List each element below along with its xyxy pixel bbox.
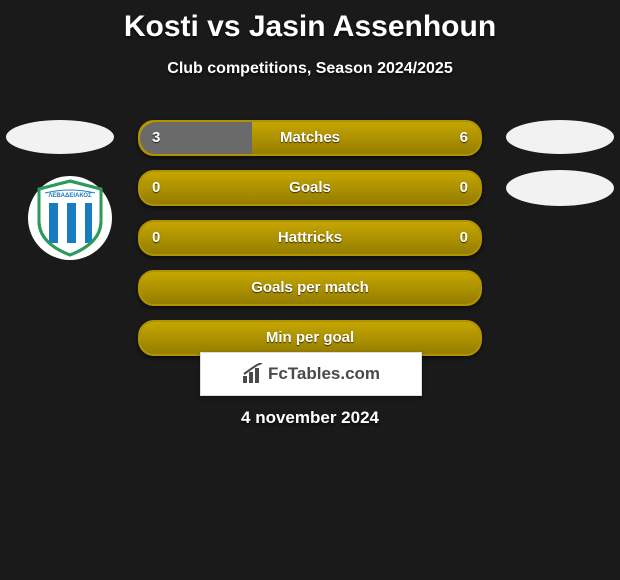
- stat-row-min-per-goal: Min per goal: [138, 320, 482, 356]
- player2-photo-placeholder: [506, 120, 614, 154]
- player1-club-badge: ΛΕΒΑΔΕΙΑΚΟΣ: [28, 176, 112, 260]
- stat-label: Hattricks: [140, 222, 480, 254]
- stat-label: Goals: [140, 172, 480, 204]
- stat-value-right: 6: [448, 122, 480, 154]
- stat-row-matches: Matches3 6: [138, 120, 482, 156]
- page-title: Kosti vs Jasin Assenhoun: [0, 10, 620, 44]
- brand-box[interactable]: FcTables.com: [200, 352, 422, 396]
- stat-value-left: 0: [140, 222, 172, 254]
- page-subtitle: Club competitions, Season 2024/2025: [0, 60, 620, 78]
- badge-toptext: ΛΕΒΑΔΕΙΑΚΟΣ: [48, 193, 92, 199]
- player2-club-placeholder: [506, 170, 614, 206]
- stat-label: Matches: [140, 122, 480, 154]
- stat-label: Min per goal: [140, 322, 480, 354]
- stat-value-left: 3: [140, 122, 172, 154]
- stat-value-right: 0: [448, 222, 480, 254]
- brand-label: FcTables.com: [268, 364, 380, 384]
- stat-value-left: 0: [140, 172, 172, 204]
- stat-label: Goals per match: [140, 272, 480, 304]
- stat-row-goals-per-match: Goals per match: [138, 270, 482, 306]
- comparison-rows: Matches36Goals00Hattricks00Goals per mat…: [138, 120, 478, 370]
- stat-row-hattricks: Hattricks0 0: [138, 220, 482, 256]
- stat-value-right: 0: [448, 172, 480, 204]
- levadiakos-shield-icon: ΛΕΒΑΔΕΙΑΚΟΣ: [35, 179, 105, 257]
- player1-photo-placeholder: [6, 120, 114, 154]
- chart-icon: [242, 363, 264, 385]
- stat-row-goals: Goals0 0: [138, 170, 482, 206]
- date-label: 4 november 2024: [0, 408, 620, 428]
